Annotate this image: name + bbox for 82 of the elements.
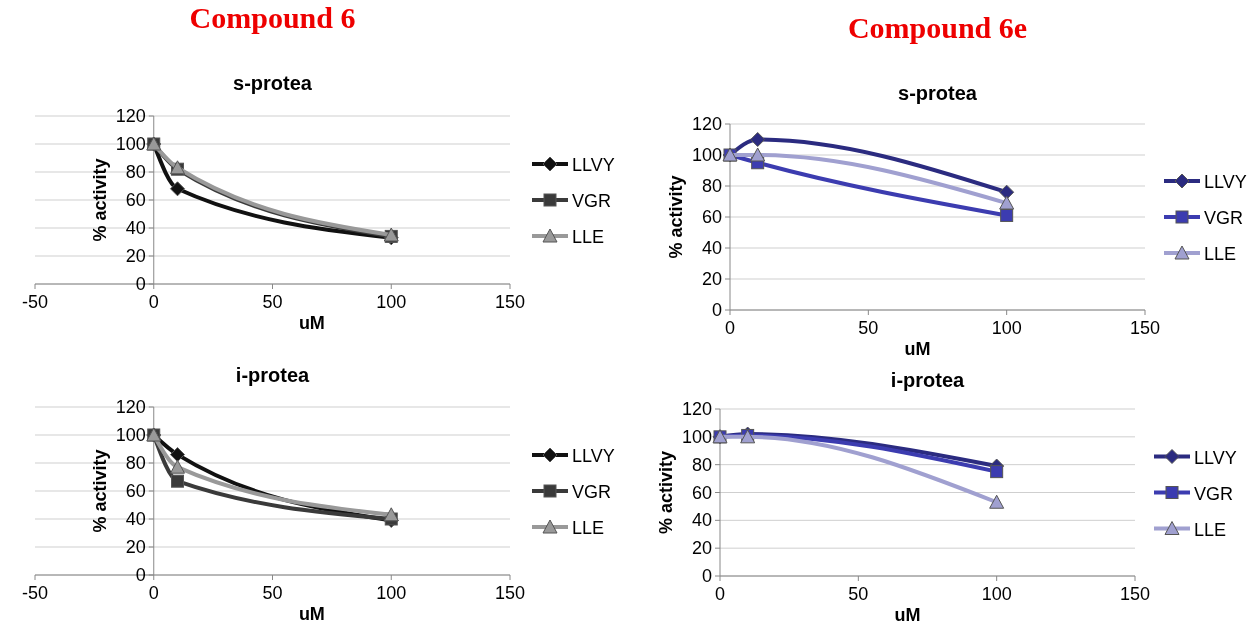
y-tick-label: 120 <box>691 114 722 134</box>
x-tick-label: 50 <box>858 318 879 338</box>
y-tick-label: 100 <box>691 145 722 165</box>
legend-label: VGR <box>1204 208 1244 228</box>
x-axis-title: uM <box>894 605 921 625</box>
y-tick-label: 80 <box>691 454 712 475</box>
x-tick-label: 150 <box>494 292 526 312</box>
point <box>170 181 185 197</box>
y-tick-label: 100 <box>115 134 146 154</box>
chart-subtitle: s-protea <box>898 82 978 104</box>
x-tick-label: -50 <box>21 583 49 603</box>
y-axis-title: % activity <box>89 158 110 242</box>
y-tick-label: 0 <box>135 565 146 585</box>
y-tick-label: 40 <box>701 238 722 258</box>
chart-title: Compound 6 <box>189 1 356 34</box>
x-axis-title: uM <box>298 313 325 333</box>
y-tick-label: 0 <box>701 566 712 586</box>
y-tick-label: 40 <box>691 510 712 531</box>
y-tick-label: 20 <box>125 537 146 557</box>
y-tick-label: 20 <box>691 538 712 559</box>
point <box>171 474 184 488</box>
legend-label: LLE <box>1204 244 1237 264</box>
y-tick-label: 60 <box>691 482 712 503</box>
legend-label: VGR <box>572 191 612 211</box>
y-tick-label: 60 <box>125 190 146 210</box>
legend-label: LLVY <box>572 446 615 466</box>
x-tick-label: 0 <box>724 318 736 338</box>
chart-title: Compound 6e <box>847 11 1028 44</box>
chart-title: i-protea <box>235 364 311 386</box>
y-tick-label: 80 <box>125 162 146 182</box>
chart-title: i-protea <box>890 369 966 391</box>
x-axis-title: uM <box>298 604 325 624</box>
y-axis-title: % activity <box>656 450 676 535</box>
y-tick-label: 20 <box>125 246 146 266</box>
legend-label: LLVY <box>572 155 615 175</box>
y-tick-label: 100 <box>115 425 146 445</box>
x-tick-label: 100 <box>376 583 407 603</box>
y-tick-label: 120 <box>115 397 146 417</box>
x-tick-label: 100 <box>991 318 1022 338</box>
x-tick-label: 0 <box>148 292 159 312</box>
y-tick-label: 100 <box>681 426 712 447</box>
x-tick-label: 150 <box>494 583 526 603</box>
point <box>170 459 185 474</box>
legend-label: VGR <box>572 482 612 502</box>
y-tick-label: 20 <box>701 269 722 289</box>
x-tick-label: 50 <box>262 292 283 312</box>
legend-label: LLE <box>1194 519 1227 540</box>
point <box>383 507 399 522</box>
x-tick-label: 150 <box>1129 318 1161 338</box>
y-tick-label: 80 <box>125 453 146 473</box>
legend-label: LLE <box>572 518 605 538</box>
x-tick-label: 150 <box>1119 584 1151 604</box>
y-tick-label: 0 <box>135 274 146 294</box>
legend-label: LLVY <box>1204 172 1247 192</box>
point <box>170 447 185 463</box>
point <box>750 147 766 162</box>
y-tick-label: 40 <box>125 218 146 238</box>
x-tick-label: 100 <box>981 584 1012 604</box>
y-tick-label: 120 <box>115 106 146 126</box>
x-tick-label: 100 <box>376 292 407 312</box>
point <box>999 195 1015 210</box>
y-tick-label: 60 <box>125 481 146 501</box>
legend-label: LLE <box>572 227 605 247</box>
x-tick-label: 50 <box>262 583 283 603</box>
x-tick-label: -50 <box>21 292 49 312</box>
y-tick-label: 120 <box>681 399 712 419</box>
x-tick-label: 50 <box>848 584 869 604</box>
point <box>999 184 1015 200</box>
y-tick-label: 40 <box>125 509 146 529</box>
y-tick-label: 80 <box>701 176 722 196</box>
point <box>750 132 766 147</box>
x-tick-label: 0 <box>148 583 159 603</box>
legend-label: VGR <box>1194 483 1234 504</box>
y-tick-label: 60 <box>701 207 722 227</box>
point <box>989 494 1005 509</box>
x-axis-title: uM <box>904 339 931 359</box>
point <box>990 465 1004 479</box>
y-axis-title: % activity <box>89 449 110 533</box>
chart-subtitle: s-protea <box>233 72 313 94</box>
legend-label: LLVY <box>1194 447 1237 468</box>
y-axis-title: % activity <box>666 175 686 259</box>
point <box>1000 208 1014 222</box>
